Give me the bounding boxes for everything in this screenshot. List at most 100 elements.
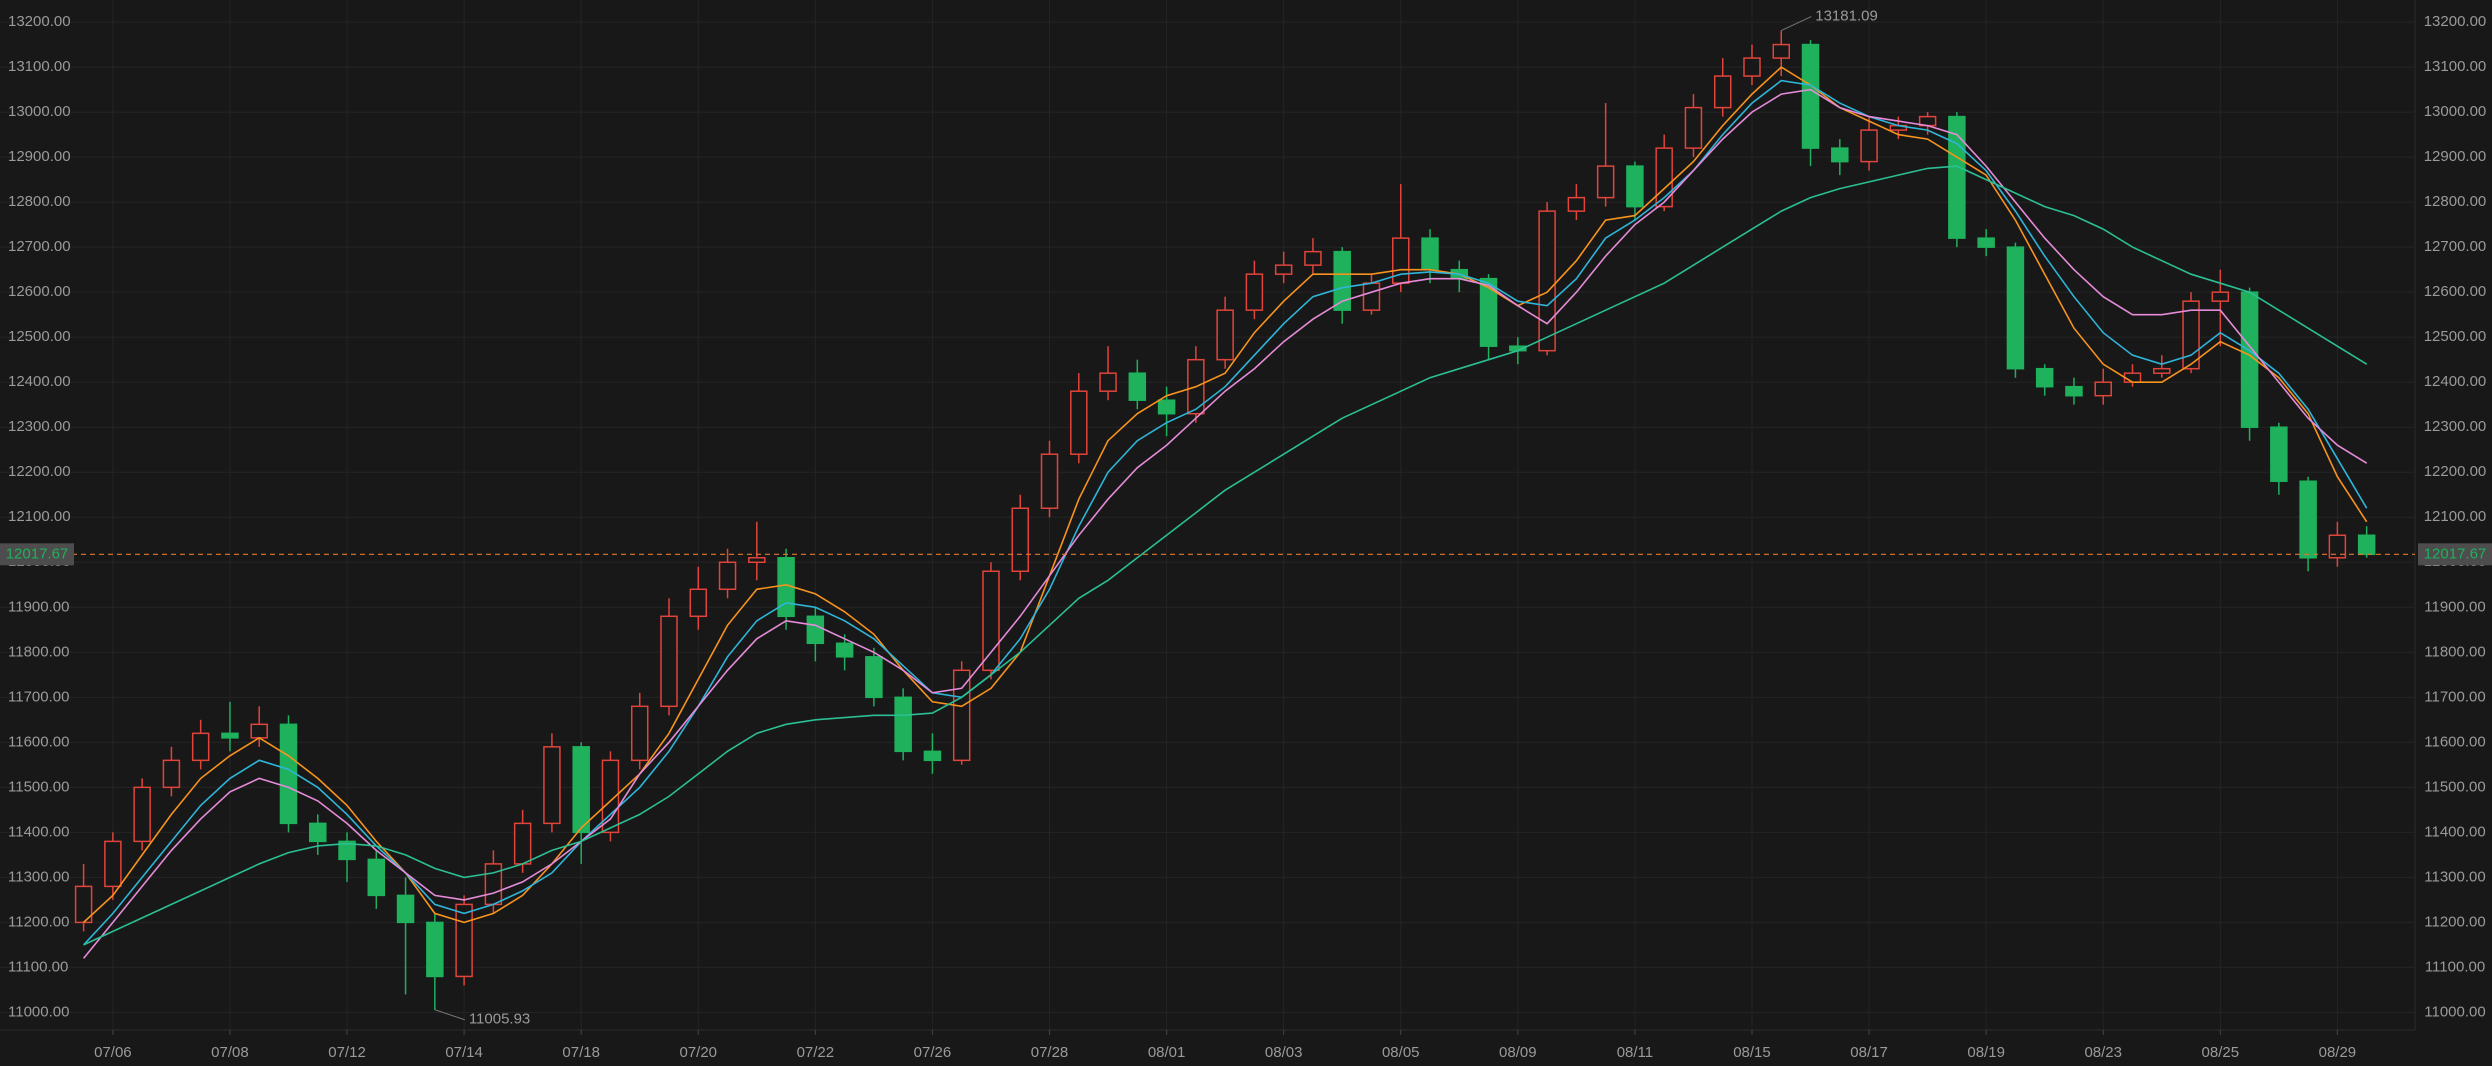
candle-body [162,759,181,789]
y-tick-label: 11800.00 [8,643,69,660]
y-tick-label: 11000.00 [8,1003,69,1020]
x-tick-label: 08/11 [1617,1044,1653,1061]
candle-body [982,570,1000,672]
y-tick-label-right: 11900.00 [2424,598,2485,615]
candle-body [2211,291,2230,302]
candle-body [484,863,503,906]
y-tick-label: 12700.00 [8,238,71,255]
candle-body [1538,210,1556,352]
y-tick-label: 12400.00 [8,373,71,390]
candle-body [426,921,444,978]
candle-body [1713,75,1732,109]
candle-body [367,858,386,897]
candle-body [221,732,239,739]
candle-body [630,705,649,762]
y-tick-label-right: 12100.00 [2424,508,2487,525]
y-tick-label: 12600.00 [8,283,71,300]
candle-body [338,840,356,861]
y-tick-label: 13000.00 [8,103,71,120]
candle-body [1831,147,1849,163]
last-price-box-left [0,543,74,566]
candle-body [1333,250,1351,311]
candle-body [572,746,590,834]
candle-body [2357,534,2376,556]
candle-body [1684,106,1703,149]
candle-body [1216,309,1234,361]
candle-body [2270,426,2288,482]
x-tick-label: 08/17 [1850,1044,1888,1061]
candle-body [1070,390,1088,455]
y-tick-label: 13100.00 [8,58,71,75]
candle-body [601,759,620,834]
candle-body [543,746,561,825]
candle-body [1567,196,1586,212]
y-tick-label-right: 11500.00 [2424,778,2485,795]
candle-body [2094,381,2112,397]
moving-average-line [83,79,2368,946]
x-tick-label: 07/14 [445,1044,483,1061]
y-tick-label-right: 12300.00 [2424,418,2487,435]
x-tick-label: 08/09 [1499,1044,1537,1061]
moving-average-line [83,165,2368,946]
y-tick-label: 11700.00 [8,688,69,705]
candle-body [1421,237,1439,271]
candle-body [513,822,532,865]
moving-average-line [83,66,2368,924]
candle-body [396,894,415,924]
candle-body [806,615,825,645]
x-tick-label: 08/29 [2319,1044,2357,1061]
x-tick-label: 08/05 [1382,1044,1420,1061]
candle-body [1274,264,1293,275]
candle-body [2035,367,2054,388]
max-annotation-line [1781,16,1812,32]
y-tick-label: 12900.00 [8,148,71,165]
candle-body [1596,165,1615,199]
x-tick-label: 07/22 [797,1044,835,1061]
candle-body [1362,282,1381,311]
y-tick-label: 12100.00 [8,508,71,525]
y-tick-label-right: 12200.00 [2424,463,2487,480]
y-tick-label: 12800.00 [8,193,71,210]
y-tick-label: 12200.00 [8,463,71,480]
y-tick-label: 11500.00 [8,778,69,795]
min-annotation: 11005.93 [469,1011,530,1028]
candle-body [865,656,883,699]
candle-body [1099,372,1117,392]
y-tick-label-right: 11100.00 [2425,958,2485,975]
last-price-box-right [2418,543,2492,566]
y-tick-label-right: 11300.00 [2424,868,2485,885]
candle-body [894,696,912,753]
candle-body [309,822,327,843]
last-price-label-left: 12017.67 [6,545,69,562]
candle-body [1040,453,1059,509]
y-tick-label-right: 13000.00 [2424,103,2487,120]
candle-body [2299,480,2317,559]
min-annotation-line [434,1009,465,1021]
moving-average-line [82,88,2368,959]
y-tick-label-right: 13200.00 [2424,13,2487,30]
candle-body [1304,250,1322,266]
x-tick-label: 08/25 [2202,1044,2240,1061]
candle-body [1479,277,1498,347]
candle-body [2065,385,2083,397]
x-tick-label: 07/18 [562,1044,600,1061]
candle-body [1860,129,1878,163]
y-tick-label-right: 12900.00 [2424,148,2487,165]
y-tick-label: 11900.00 [8,598,69,615]
y-tick-label-right: 12800.00 [2424,193,2487,210]
candle-body [748,557,766,564]
candle-body [660,615,678,708]
x-tick-label: 07/08 [211,1044,249,1061]
y-tick-label-right: 11800.00 [2424,643,2485,660]
x-tick-label: 08/19 [1967,1044,2005,1061]
x-tick-label: 07/06 [94,1044,132,1061]
y-tick-label-right: 12700.00 [2424,238,2487,255]
y-tick-label: 13200.00 [8,13,71,30]
candle-body [1128,372,1147,401]
x-tick-label: 08/03 [1265,1044,1303,1061]
candle-body [1977,237,1995,248]
y-tick-label-right: 11400.00 [2424,823,2485,840]
y-tick-label: 11300.00 [8,868,69,885]
